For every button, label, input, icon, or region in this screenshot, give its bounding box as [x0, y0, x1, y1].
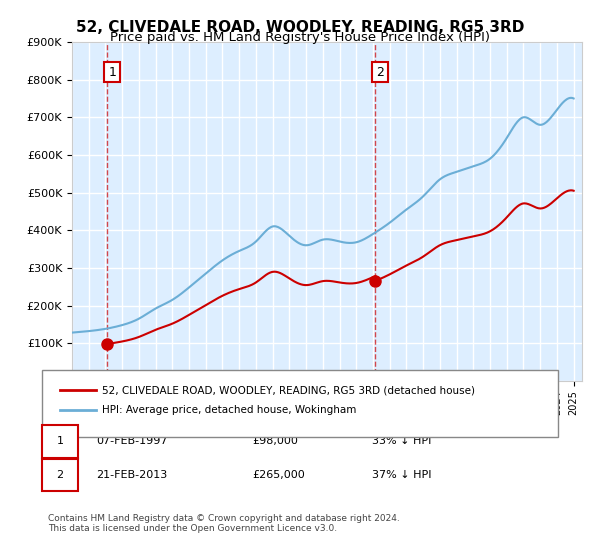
Text: 1: 1 — [56, 436, 64, 446]
Text: £98,000: £98,000 — [252, 436, 298, 446]
Text: 37% ↓ HPI: 37% ↓ HPI — [372, 470, 431, 480]
Text: 52, CLIVEDALE ROAD, WOODLEY, READING, RG5 3RD: 52, CLIVEDALE ROAD, WOODLEY, READING, RG… — [76, 20, 524, 35]
Text: Contains HM Land Registry data © Crown copyright and database right 2024.
This d: Contains HM Land Registry data © Crown c… — [48, 514, 400, 533]
Text: 21-FEB-2013: 21-FEB-2013 — [96, 470, 167, 480]
Text: 33% ↓ HPI: 33% ↓ HPI — [372, 436, 431, 446]
Text: 2: 2 — [376, 66, 384, 78]
Text: £265,000: £265,000 — [252, 470, 305, 480]
Text: 52, CLIVEDALE ROAD, WOODLEY, READING, RG5 3RD (detached house): 52, CLIVEDALE ROAD, WOODLEY, READING, RG… — [102, 385, 475, 395]
Text: HPI: Average price, detached house, Wokingham: HPI: Average price, detached house, Woki… — [102, 405, 356, 416]
Text: 1: 1 — [108, 66, 116, 78]
Text: Price paid vs. HM Land Registry's House Price Index (HPI): Price paid vs. HM Land Registry's House … — [110, 31, 490, 44]
Text: 07-FEB-1997: 07-FEB-1997 — [96, 436, 167, 446]
Text: 2: 2 — [56, 470, 64, 480]
